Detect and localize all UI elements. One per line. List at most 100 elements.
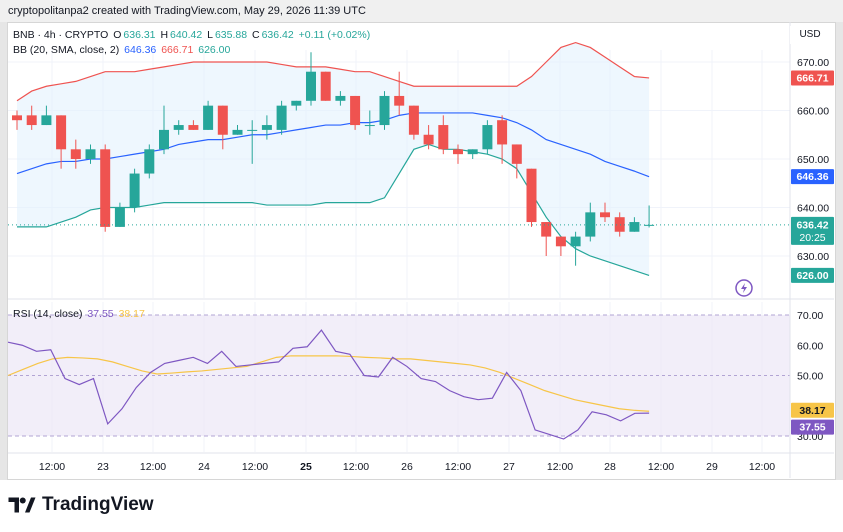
tradingview-logo: TradingView [8, 494, 154, 516]
bb-legend-label: BB (20, SMA, close, 2) [13, 44, 120, 56]
candle-body [453, 149, 463, 155]
candle-body [26, 115, 37, 126]
time-tick-label: 29 [706, 461, 718, 473]
candle-body [12, 115, 22, 121]
currency-label[interactable]: USD [790, 26, 830, 44]
candle-body [261, 125, 272, 130]
candle-body [438, 125, 449, 150]
chart-area[interactable]: 670.00 660.00 650.00 640.00 630.00 666.71 646.… [0, 0, 843, 480]
candle [511, 144, 522, 179]
legend-high: 640.42 [170, 29, 203, 41]
candle-body [217, 105, 228, 135]
candle [100, 144, 111, 232]
candle [144, 144, 155, 179]
time-tick-label: 12:00 [39, 461, 65, 473]
rsi-tick-label: 50.00 [797, 371, 823, 383]
legend-change: +0.11 (+0.02%) [298, 29, 371, 41]
candle [85, 144, 96, 164]
candle [232, 125, 243, 135]
candle-body [423, 134, 434, 145]
candle [291, 100, 302, 111]
candle [56, 115, 67, 169]
price-tick-label: 630.00 [797, 251, 829, 263]
tradingview-logo-text: TradingView [42, 494, 154, 515]
badge-bb-basis-text: 646.36 [796, 171, 828, 183]
candle-body [291, 100, 302, 106]
candle [644, 205, 655, 228]
rsi-legend: RSI (14, close) 37.55 38.17 [13, 308, 147, 320]
badge-rsi: 37.55 [791, 419, 834, 435]
badge-bb-basis-bg [791, 169, 834, 185]
badge-bb-lower-text: 626.00 [796, 270, 828, 282]
candle [482, 120, 493, 155]
candle-body [41, 115, 52, 126]
candle-body [364, 125, 375, 127]
time-tick-label: 12:00 [445, 461, 471, 473]
badge-rsi-ma: 38.17 [791, 402, 834, 418]
candle [570, 231, 581, 266]
candle-body [114, 207, 125, 227]
badge-rsi-text: 37.55 [799, 422, 825, 434]
candle [217, 105, 228, 150]
candle [335, 91, 346, 106]
candle [555, 236, 566, 256]
price-legend: BNB · 4h · CRYPTO O 636.31 H 640.42 L 635.8… [13, 29, 372, 41]
candle [12, 110, 22, 130]
rsi-pane [7, 302, 790, 452]
badge-bb-lower-bg [791, 267, 834, 283]
header-strip [0, 0, 843, 22]
tradingview-logo-icon [8, 497, 36, 513]
candle [467, 149, 478, 159]
candle [497, 115, 508, 164]
time-tick-label: 27 [503, 461, 515, 473]
rsi-legend-value: 37.55 [87, 308, 114, 320]
badge-rsi-ma-text: 38.17 [799, 405, 825, 417]
candle [600, 202, 610, 223]
candle-body [497, 120, 508, 145]
candle [320, 71, 331, 101]
rsi-tick-label: 60.00 [797, 340, 823, 352]
time-tick-label: 12:00 [343, 461, 369, 473]
candle-body [144, 149, 155, 174]
candle-body [644, 224, 655, 226]
candle [526, 168, 537, 227]
time-tick-label: 24 [198, 461, 210, 473]
candle-body [541, 222, 552, 237]
legend-symbol: BNB · 4h · CRYPTO [13, 29, 109, 41]
candle [364, 110, 375, 135]
candle-body [129, 173, 140, 208]
rsi-tick-label: 70.00 [797, 310, 823, 322]
legend-l-label: L [207, 29, 213, 41]
bb-legend-lower: 626.00 [198, 44, 231, 56]
bollinger-band-fill [17, 42, 650, 276]
candle [585, 202, 596, 242]
time-tick-label: 12:00 [749, 461, 775, 473]
legend-o-label: O [113, 29, 122, 41]
legend-h-label: H [160, 29, 169, 41]
bb-legend-basis: 646.36 [124, 44, 157, 56]
bb-basis-line [16, 112, 650, 178]
candle-body [56, 115, 67, 150]
candle-body [232, 129, 243, 135]
candle-body [408, 105, 419, 135]
candle [276, 100, 287, 135]
candle-body [306, 71, 316, 101]
candle-body [511, 144, 522, 164]
candle [453, 144, 463, 164]
candle-body [555, 236, 566, 247]
candle-body [467, 149, 478, 155]
rsi-line [7, 329, 650, 440]
candle-body [482, 125, 493, 150]
legend-open: 636.31 [123, 29, 156, 41]
badge-price-value: 636.42 [796, 219, 828, 231]
candle [114, 202, 125, 227]
candle-body [350, 95, 361, 126]
time-tick-label: 12:00 [648, 461, 674, 473]
rsi-ma-line [7, 355, 650, 412]
candle-body [526, 168, 537, 223]
candle [541, 222, 552, 256]
bb-upper-line [16, 41, 650, 102]
candle [129, 168, 140, 213]
lightning-icon [735, 279, 753, 297]
